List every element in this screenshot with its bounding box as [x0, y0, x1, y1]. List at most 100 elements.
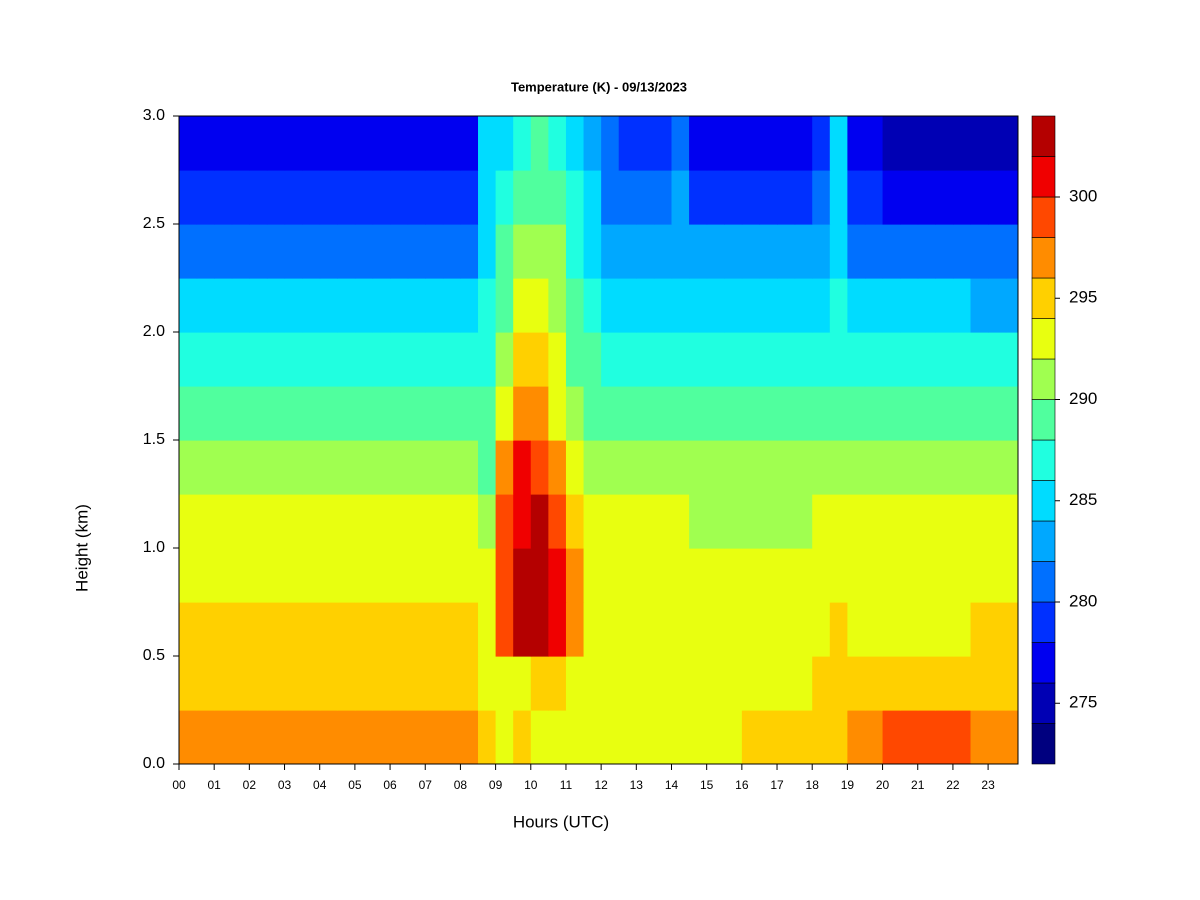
contour-cell	[548, 170, 567, 225]
contour-cell	[935, 602, 954, 657]
contour-cell	[601, 278, 620, 333]
contour-cell	[196, 278, 215, 333]
colorbar-tick-label: 285	[1069, 490, 1097, 509]
contour-cell	[917, 710, 936, 764]
contour-cell	[724, 548, 743, 603]
contour-cell	[495, 386, 514, 441]
colorbar-band	[1031, 723, 1056, 765]
contour-cell	[900, 710, 919, 764]
contour-cell	[917, 602, 936, 657]
contour-cell	[513, 116, 532, 171]
x-tick-label: 11	[560, 778, 573, 792]
colorbar-tick-label: 275	[1069, 693, 1097, 712]
contour-cell	[407, 278, 426, 333]
contour-cell	[442, 656, 462, 711]
contour-cell	[249, 332, 268, 387]
x-tick-label: 14	[665, 778, 679, 792]
colorbar-band	[1031, 642, 1056, 684]
contour-cell	[372, 386, 391, 441]
contour-cell	[900, 494, 919, 549]
contour-cell	[671, 602, 690, 657]
contour-cell	[935, 440, 954, 495]
contour-cell	[354, 548, 374, 603]
contour-cell	[583, 710, 602, 764]
contour-cell	[988, 710, 1007, 764]
contour-cell	[214, 116, 233, 171]
contour-cell	[425, 494, 444, 549]
contour-cell	[935, 278, 954, 333]
contour-cell	[407, 440, 426, 495]
x-tick-label: 04	[313, 778, 327, 792]
contour-cell	[390, 170, 409, 225]
contour-cell	[319, 116, 338, 171]
contour-cell	[777, 656, 796, 711]
contour-cell	[407, 332, 426, 387]
contour-cell	[812, 224, 831, 279]
contour-cell	[249, 494, 268, 549]
colorbar-band	[1031, 520, 1056, 562]
contour-cell	[689, 656, 708, 711]
contour-cell	[952, 710, 972, 764]
contour-cell	[601, 224, 620, 279]
contour-cell	[372, 494, 391, 549]
contour-cell	[179, 710, 198, 764]
contour-cell	[636, 656, 655, 711]
contour-cell	[882, 278, 901, 333]
contour-cell	[530, 656, 549, 711]
contour-cell	[214, 710, 233, 764]
contour-cell	[794, 710, 813, 764]
x-tick-label: 16	[735, 778, 749, 792]
contour-cell	[653, 386, 673, 441]
contour-cell	[618, 548, 637, 603]
contour-cell	[882, 170, 901, 225]
contour-cell	[442, 278, 462, 333]
contour-cell	[741, 116, 761, 171]
contour-cell	[794, 656, 813, 711]
contour-cell	[618, 224, 637, 279]
contour-cell	[478, 602, 497, 657]
contour-cell	[513, 332, 532, 387]
contour-cell	[1005, 602, 1018, 657]
contour-cell	[759, 224, 778, 279]
contour-cell	[196, 656, 215, 711]
contour-cell	[1005, 170, 1018, 225]
contour-cell	[864, 602, 884, 657]
contour-cell	[425, 548, 444, 603]
contour-cell	[319, 494, 338, 549]
contour-cell	[196, 494, 215, 549]
contour-cell	[266, 656, 286, 711]
contour-cell	[354, 602, 374, 657]
contour-cell	[618, 278, 637, 333]
contour-cell	[495, 224, 514, 279]
contour-cell	[249, 278, 268, 333]
contour-cell	[618, 386, 637, 441]
contour-cell	[460, 710, 479, 764]
contour-cell	[179, 224, 198, 279]
contour-cell	[407, 656, 426, 711]
contour-cell	[759, 710, 778, 764]
contour-cell	[231, 710, 250, 764]
contour-cell	[478, 170, 497, 225]
contour-cell	[1005, 386, 1018, 441]
contour-cell	[513, 278, 532, 333]
contour-cell	[952, 170, 972, 225]
x-tick-label: 10	[524, 778, 538, 792]
contour-cell	[917, 116, 936, 171]
contour-cell	[636, 386, 655, 441]
x-tick-label: 18	[806, 778, 820, 792]
colorbar-band	[1031, 156, 1056, 198]
contour-cell	[266, 494, 286, 549]
contour-cell	[829, 494, 848, 549]
contour-cell	[759, 332, 778, 387]
contour-cell	[302, 440, 321, 495]
contour-cell	[618, 710, 637, 764]
contour-cell	[706, 116, 725, 171]
contour-cell	[548, 548, 567, 603]
contour-cell	[302, 548, 321, 603]
contour-cell	[460, 170, 479, 225]
contour-cell	[601, 710, 620, 764]
contour-cell	[530, 548, 549, 603]
contour-cell	[495, 710, 514, 764]
contour-cell	[565, 710, 585, 764]
contour-cell	[583, 440, 602, 495]
